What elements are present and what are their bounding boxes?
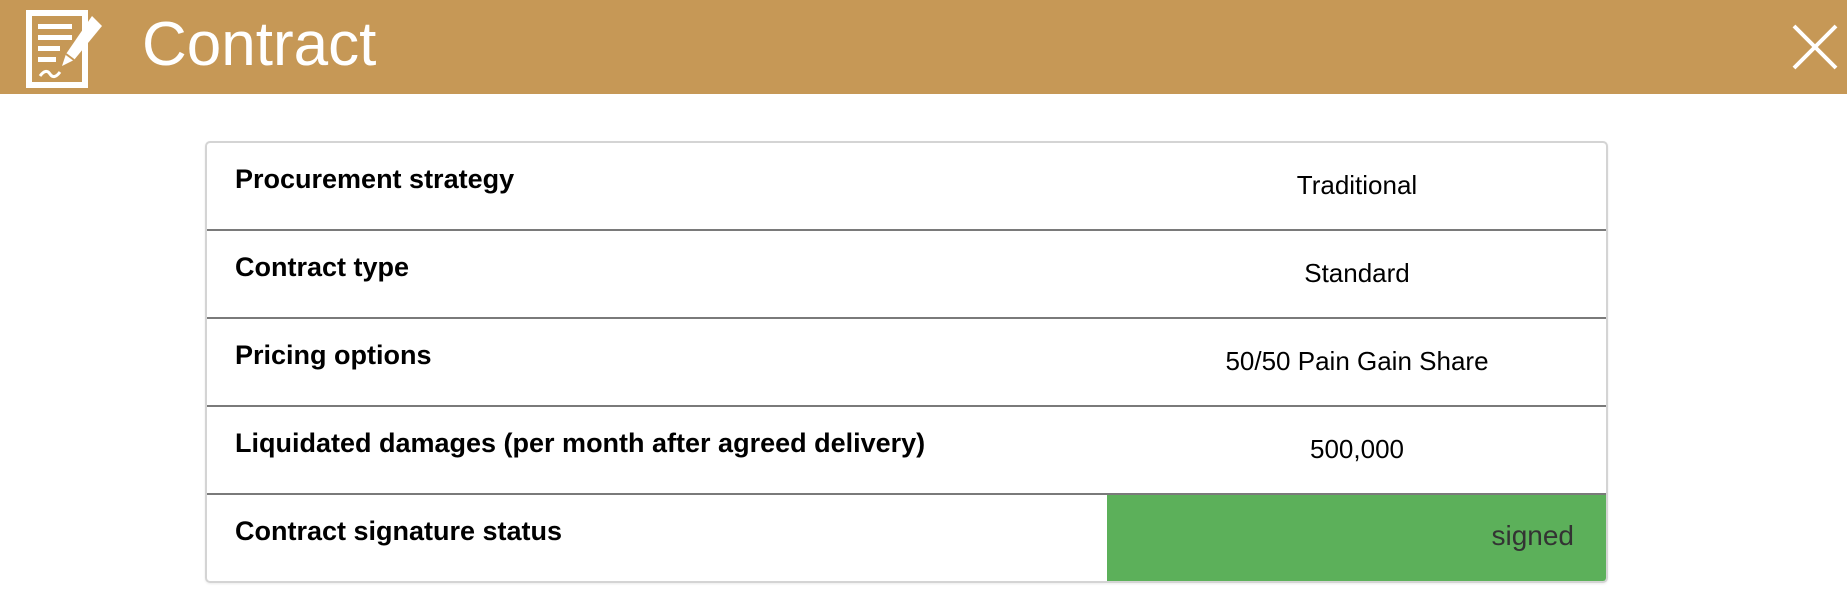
table-row: Contract type Standard	[207, 231, 1606, 319]
row-label: Contract type	[235, 252, 410, 282]
row-value: 50/50 Pain Gain Share	[1225, 346, 1489, 376]
close-icon[interactable]	[1790, 22, 1840, 72]
row-label: Liquidated damages (per month after agre…	[235, 428, 926, 458]
row-label: Pricing options	[235, 340, 432, 370]
modal-title: Contract	[142, 10, 377, 79]
table-row: Procurement strategy Traditional	[207, 143, 1606, 231]
row-value: Standard	[1304, 258, 1410, 288]
table-row: Pricing options 50/50 Pain Gain Share	[207, 319, 1606, 407]
signature-status-value: signed	[1491, 520, 1574, 551]
row-value: Traditional	[1296, 170, 1418, 200]
row-label: Procurement strategy	[235, 164, 515, 194]
status-badge: signed	[1107, 495, 1606, 581]
modal-header: Contract	[0, 0, 1847, 94]
contract-details-table: Procurement strategy Traditional Contrac…	[205, 141, 1608, 583]
table-row: Liquidated damages (per month after agre…	[207, 407, 1606, 495]
contract-sign-icon	[26, 10, 102, 88]
row-label: Contract signature status	[235, 516, 563, 546]
row-value: 500,000	[1310, 434, 1404, 464]
table-row: Contract signature status signed	[207, 495, 1606, 581]
